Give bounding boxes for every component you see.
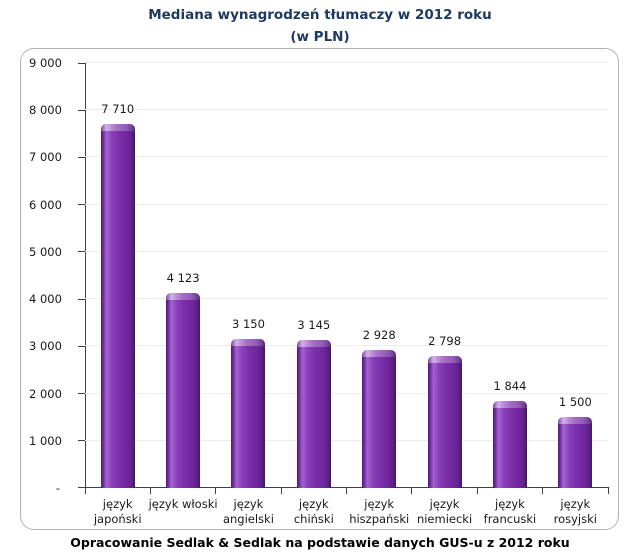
y-axis-label: 3 000 bbox=[29, 339, 62, 354]
chart-title: Mediana wynagrodzeń tłumaczy w 2012 roku… bbox=[0, 4, 640, 48]
category-column: 3 150 język angielski bbox=[216, 63, 281, 526]
x-axis-label-line: rosyjski bbox=[553, 512, 597, 526]
bar-value-label: 2 928 bbox=[362, 327, 396, 342]
gridline bbox=[85, 439, 608, 441]
x-axis-tick bbox=[280, 488, 282, 494]
y-axis-tick bbox=[78, 204, 85, 206]
y-axis-tick bbox=[78, 62, 85, 64]
bar-value-label: 1 500 bbox=[558, 395, 592, 410]
gridline bbox=[85, 62, 608, 63]
y-axis-tick bbox=[78, 487, 85, 488]
chart-title-line2: (w PLN) bbox=[290, 29, 350, 45]
bar bbox=[231, 339, 266, 488]
y-axis-tick bbox=[78, 345, 85, 347]
bar-value-label: 4 123 bbox=[166, 271, 200, 286]
x-axis-label-line: język bbox=[298, 497, 329, 511]
gridline bbox=[85, 298, 608, 300]
bar-value-label: 1 844 bbox=[493, 378, 527, 393]
category-column: 2 798 język niemiecki bbox=[412, 63, 477, 526]
bar bbox=[492, 400, 527, 488]
chart-frame: 7 710 język japoński 4 123 język włoski 3 150… bbox=[20, 48, 619, 530]
x-axis-label-line: hiszpański bbox=[349, 512, 410, 526]
category-column: 1 500 język rosyjski bbox=[543, 63, 608, 526]
bar bbox=[100, 123, 135, 488]
bar bbox=[427, 355, 462, 488]
x-axis-label: język japoński bbox=[85, 497, 150, 527]
y-axis-label: 8 000 bbox=[29, 103, 62, 118]
bar-value-label: 7 710 bbox=[101, 101, 135, 116]
x-axis-label-line: język bbox=[495, 497, 525, 511]
x-axis-tick bbox=[542, 488, 544, 494]
y-axis-label: - bbox=[55, 481, 60, 495]
x-axis-tick bbox=[215, 488, 217, 494]
y-axis-line bbox=[85, 63, 86, 488]
chart-title-line1: Mediana wynagrodzeń tłumaczy w 2012 roku bbox=[148, 7, 492, 23]
gridline bbox=[85, 109, 608, 111]
y-axis-tick bbox=[78, 109, 85, 111]
plot-area: 7 710 język japoński 4 123 język włoski 3 150… bbox=[78, 62, 609, 527]
x-axis-label-line: język bbox=[233, 497, 264, 511]
category-column: 7 710 język japoński bbox=[85, 63, 150, 526]
y-axis-tick bbox=[78, 393, 85, 395]
x-axis-tick bbox=[346, 488, 347, 494]
bar bbox=[296, 339, 331, 488]
x-axis-label-line: język włoski bbox=[148, 497, 218, 511]
x-axis-label-line: francuski bbox=[483, 512, 537, 526]
x-axis-label-line: niemiecki bbox=[416, 512, 473, 526]
bar bbox=[558, 417, 593, 488]
bar-value-label: 3 145 bbox=[297, 317, 331, 332]
category-column: 1 844 język francuski bbox=[477, 63, 542, 526]
gridline bbox=[85, 345, 608, 347]
y-axis-tick bbox=[78, 298, 85, 300]
bar-value-label: 3 150 bbox=[231, 317, 265, 332]
y-axis-label: 4 000 bbox=[29, 292, 62, 307]
gridline bbox=[85, 392, 608, 394]
x-axis-label-line: język bbox=[429, 497, 460, 511]
y-axis-tick bbox=[78, 440, 85, 442]
source-caption: Opracowanie Sedlak & Sedlak na podstawie… bbox=[70, 535, 570, 550]
category-column: 3 145 język chiński bbox=[281, 63, 346, 527]
y-axis-label: 9 000 bbox=[29, 56, 62, 70]
x-axis-label-line: japoński bbox=[93, 512, 142, 526]
bar bbox=[362, 349, 397, 488]
x-axis-tick bbox=[84, 488, 86, 494]
category-column: 4 123 język włoski bbox=[149, 63, 218, 511]
category-column: 2 928 język hiszpański bbox=[347, 63, 412, 526]
gridline bbox=[85, 156, 608, 158]
y-axis-label: 7 000 bbox=[29, 150, 62, 165]
x-axis-label: język niemiecki bbox=[412, 497, 477, 527]
x-axis-label: język francuski bbox=[477, 497, 542, 527]
y-axis-tick bbox=[78, 156, 85, 158]
x-axis-label: język rosyjski bbox=[543, 497, 608, 527]
y-axis-label: 5 000 bbox=[29, 244, 62, 259]
x-axis-tick bbox=[411, 488, 413, 494]
x-axis-label: język hiszpański bbox=[347, 497, 412, 527]
x-axis-label-line: język bbox=[560, 497, 591, 511]
x-axis-line bbox=[84, 487, 609, 488]
gridline bbox=[85, 203, 608, 205]
x-axis-label-line: chiński bbox=[293, 512, 334, 526]
x-axis-label-line: angielski bbox=[222, 512, 274, 526]
gridline bbox=[85, 250, 608, 252]
y-axis-tick bbox=[78, 251, 85, 253]
x-axis-tick bbox=[607, 488, 609, 494]
y-axis-label: 1 000 bbox=[29, 433, 62, 448]
x-axis-label: język włoski bbox=[148, 497, 218, 512]
x-axis-label-line: język bbox=[102, 497, 133, 511]
x-axis-label-line: język bbox=[364, 497, 395, 511]
y-axis-label: 6 000 bbox=[29, 197, 62, 212]
x-axis-label: język chiński bbox=[281, 497, 346, 527]
x-axis-tick bbox=[476, 488, 478, 494]
y-axis-label: 2 000 bbox=[29, 386, 62, 401]
bar-value-label: 2 798 bbox=[428, 333, 462, 348]
bar bbox=[166, 293, 201, 488]
x-axis-tick bbox=[149, 488, 151, 494]
x-axis-label: język angielski bbox=[216, 497, 281, 527]
